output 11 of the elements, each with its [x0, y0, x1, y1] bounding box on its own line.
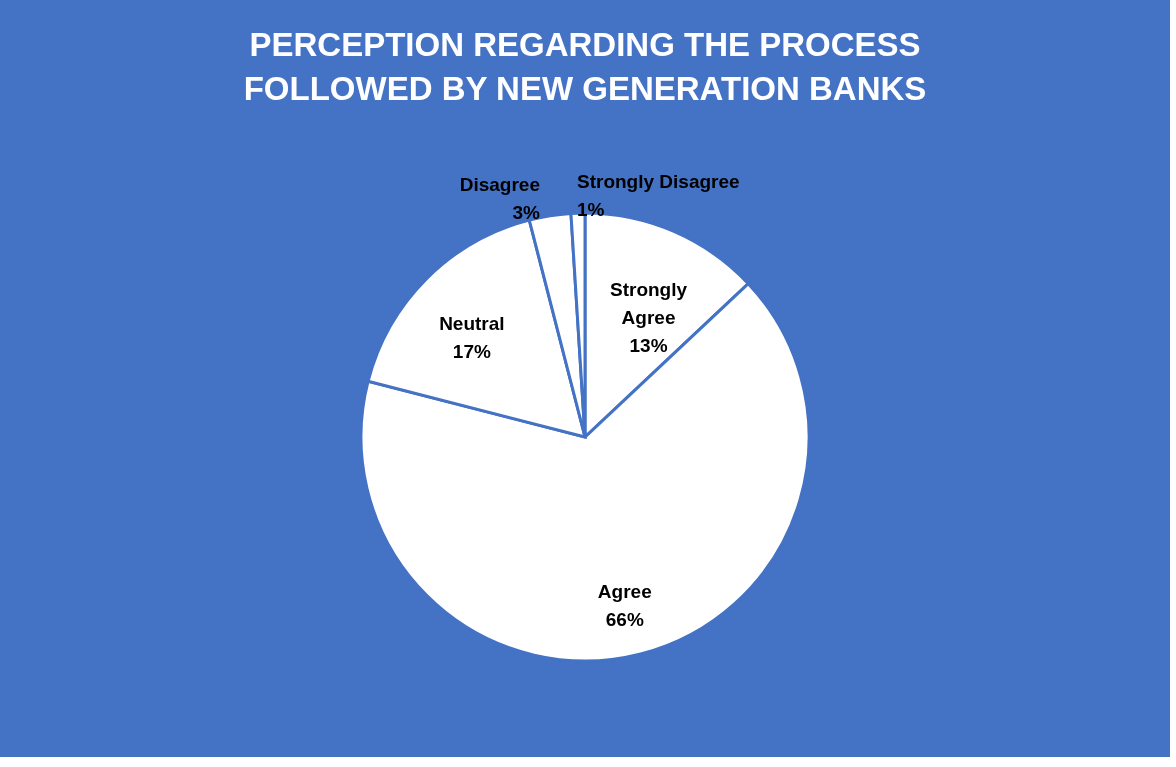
data-label: 1%	[577, 199, 605, 221]
slice-label: Disagree	[459, 174, 540, 196]
data-label: 3%	[512, 202, 541, 224]
data-label: 17%	[452, 340, 491, 362]
slice-label: Agree	[597, 580, 652, 602]
slice-label: Strongly Disagree	[577, 171, 740, 193]
data-label: 66%	[605, 608, 644, 630]
chart-title: PERCEPTION REGARDING THE PROCESS FOLLOWED BY NEW GENERATION BANKS	[243, 26, 927, 107]
slice-label: Neutral	[439, 312, 505, 334]
slice-label: Strongly Agree	[610, 279, 688, 329]
data-label: 13%	[629, 335, 668, 357]
